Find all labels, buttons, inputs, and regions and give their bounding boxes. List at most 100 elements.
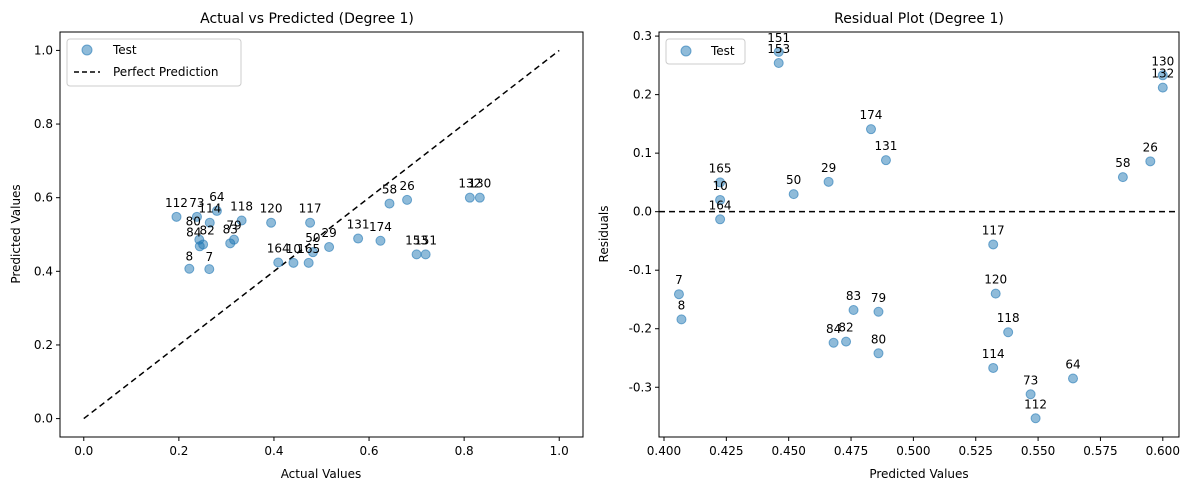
point-label-112: 112 — [165, 196, 188, 210]
plot-frame — [658, 31, 1180, 438]
scatter-point-80 — [873, 348, 884, 359]
point-label-7: 7 — [675, 273, 683, 287]
point-label-83: 83 — [223, 222, 238, 236]
point-label-84: 84 — [186, 225, 201, 239]
scatter-point-50 — [307, 247, 318, 258]
point-label-174: 174 — [369, 220, 392, 234]
x-tick-label: 0.425 — [709, 444, 743, 458]
point-label-58: 58 — [1115, 156, 1130, 170]
scatter-point-120 — [990, 288, 1001, 299]
x-tick-label: 0.4 — [264, 444, 283, 458]
legend-marker-test — [680, 45, 692, 57]
x-axis-ticks: 0.400 0.425 0.450 0.475 0.500 0.525 0.550 0.575… — [647, 437, 1180, 458]
scatter-points — [673, 46, 1168, 424]
scatter-point-132 — [1157, 82, 1168, 93]
point-label-118: 118 — [997, 311, 1020, 325]
scatter-point-8 — [184, 263, 195, 274]
y-axis-ticks: -0.3 -0.2 -0.1 0.0 0.1 0.2 0.3 — [629, 29, 659, 394]
scatter-point-117 — [988, 239, 999, 250]
scatter-point-82 — [198, 239, 209, 250]
point-label-130: 130 — [468, 177, 491, 191]
x-tick-label: 0.0 — [74, 444, 93, 458]
legend-label-perfect-prediction: Perfect Prediction — [113, 65, 218, 79]
scatter-point-7 — [673, 289, 684, 300]
scatter-point-114 — [204, 217, 215, 228]
x-axis-label: Predicted Values — [869, 467, 968, 481]
scatter-point-151 — [773, 46, 784, 57]
x-tick-label: 0.550 — [1021, 444, 1055, 458]
scatter-point-73 — [1025, 389, 1036, 400]
scatter-point-83 — [848, 304, 859, 315]
x-tick-label: 0.475 — [834, 444, 868, 458]
point-label-151: 151 — [414, 233, 437, 247]
scatter-point-64 — [211, 205, 222, 216]
x-tick-label: 0.575 — [1083, 444, 1117, 458]
y-tick-label: -0.3 — [629, 380, 652, 394]
point-label-82: 82 — [199, 223, 214, 237]
scatter-point-83 — [225, 238, 236, 249]
scatter-point-58 — [384, 198, 395, 209]
legend-label-test: Test — [710, 44, 735, 58]
x-tick-label: 0.8 — [455, 444, 474, 458]
y-tick-label: -0.1 — [629, 263, 652, 277]
scatter-point-112 — [1030, 413, 1041, 424]
point-label-64: 64 — [1065, 357, 1080, 371]
scatter-point-117 — [305, 217, 316, 228]
x-tick-label: 0.450 — [772, 444, 806, 458]
point-label-79: 79 — [226, 219, 241, 233]
point-label-79: 79 — [871, 291, 886, 305]
point-label-8: 8 — [186, 250, 194, 264]
scatter-point-58 — [1117, 172, 1128, 183]
point-label-164: 164 — [709, 198, 732, 212]
point-label-58: 58 — [382, 183, 397, 197]
point-label-151: 151 — [767, 31, 790, 45]
y-tick-label: 0.0 — [633, 205, 652, 219]
point-label-153: 153 — [767, 42, 790, 56]
legend-label-test: Test — [112, 43, 137, 57]
plot-frame — [59, 31, 584, 438]
scatter-point-153 — [773, 58, 784, 69]
chart-title: Actual vs Predicted (Degree 1) — [200, 11, 414, 27]
legend-marker-test — [81, 44, 93, 56]
scatter-point-164 — [273, 257, 284, 268]
y-tick-label: 0.2 — [34, 338, 53, 352]
point-label-132: 132 — [1151, 67, 1174, 81]
legend: Test Perfect Prediction — [66, 38, 242, 87]
scatter-point-10 — [715, 194, 726, 205]
scatter-point-79 — [873, 306, 884, 317]
point-label-120: 120 — [260, 202, 283, 216]
scatter-point-165 — [715, 177, 726, 188]
point-label-132: 132 — [458, 177, 481, 191]
y-tick-label: 0.3 — [633, 29, 652, 43]
scatter-point-114 — [988, 362, 999, 373]
chart-title: Residual Plot (Degree 1) — [834, 11, 1004, 27]
x-axis-label: Actual Values — [281, 467, 362, 481]
point-label-153: 153 — [405, 233, 428, 247]
point-label-114: 114 — [198, 202, 221, 216]
y-tick-label: 0.8 — [34, 117, 53, 131]
x-tick-label: 0.600 — [1146, 444, 1180, 458]
x-tick-label: 1.0 — [550, 444, 569, 458]
y-axis-ticks: 0.0 0.2 0.4 0.6 0.8 1.0 — [34, 43, 60, 426]
y-tick-label: -0.2 — [629, 322, 652, 336]
scatter-point-8 — [676, 314, 687, 325]
y-tick-label: 0.1 — [633, 146, 652, 160]
point-label-117: 117 — [982, 223, 1005, 237]
y-axis-label: Residuals — [597, 206, 611, 263]
point-label-29: 29 — [321, 226, 336, 240]
point-label-80: 80 — [871, 332, 886, 346]
point-label-112: 112 — [1024, 397, 1047, 411]
residual-plot-chart: Residual Plot (Degree 1) 0.400 0.425 0.450… — [597, 11, 1180, 481]
scatter-point-64 — [1068, 373, 1079, 384]
scatter-point-118 — [236, 215, 247, 226]
x-axis-ticks: 0.0 0.2 0.4 0.6 0.8 1.0 — [74, 437, 569, 458]
scatter-point-29 — [324, 242, 335, 253]
y-tick-label: 0.0 — [34, 412, 53, 426]
x-tick-label: 0.500 — [896, 444, 930, 458]
point-label-64: 64 — [209, 190, 224, 204]
y-tick-label: 0.6 — [34, 191, 53, 205]
scatter-point-73 — [191, 211, 202, 222]
y-tick-label: 1.0 — [34, 43, 53, 57]
